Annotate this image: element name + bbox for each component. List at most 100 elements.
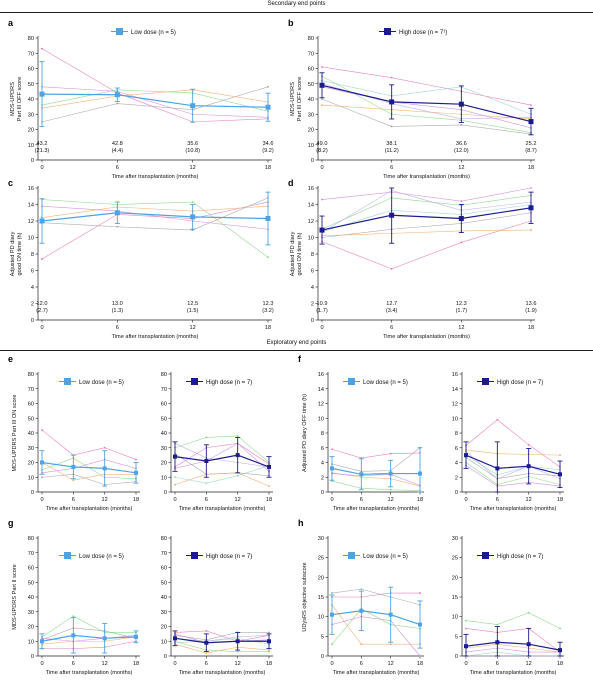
patient-line-d-1 bbox=[321, 195, 532, 230]
y-axis-title-a-0: MDS-UPDRS bbox=[10, 82, 16, 116]
mean-line-f1 bbox=[331, 467, 420, 475]
sd-value-label-b-3: (8.7) bbox=[525, 148, 537, 154]
patient-line-f2-5 bbox=[465, 454, 561, 476]
y-tick-label-e2-7: 70 bbox=[161, 387, 167, 393]
y-tick-label-e1-5: 50 bbox=[28, 416, 34, 422]
y-tick-label-g2-7: 70 bbox=[161, 551, 167, 557]
x-tick-label-a-3: 18 bbox=[265, 165, 271, 171]
mean-line-e1 bbox=[41, 461, 137, 474]
mean-marker-b-0 bbox=[319, 82, 325, 88]
x-axis-title-g2: Time after transplantation (months) bbox=[179, 670, 266, 676]
y-tick-label-f1-7: 14 bbox=[318, 387, 324, 393]
patient-line-f1-4 bbox=[331, 473, 421, 486]
patient-line-e1-2 bbox=[41, 473, 137, 485]
x-tick-label-c-1: 6 bbox=[116, 325, 119, 331]
x-tick-label-h2-2: 12 bbox=[526, 661, 532, 667]
mean-marker-a-1 bbox=[114, 92, 120, 98]
patient-point-g2-1-2 bbox=[236, 650, 239, 653]
y-axis-title-a-1: Part III OFF score bbox=[17, 77, 23, 121]
y-tick-label-d-5: 10 bbox=[308, 236, 314, 242]
patient-line-e1-3 bbox=[41, 462, 136, 481]
patient-point-f2-0-2 bbox=[527, 443, 530, 446]
patient-point-g1-1-1 bbox=[72, 615, 75, 618]
mean-marker-g2-3 bbox=[267, 639, 271, 644]
patient-point-e2-5-0 bbox=[174, 476, 176, 479]
patient-line-f2-2 bbox=[465, 457, 561, 480]
patient-line-e2-5 bbox=[174, 465, 270, 484]
patient-line-c-2 bbox=[41, 197, 269, 231]
patient-point-f1-1-2 bbox=[389, 488, 392, 491]
x-tick-label-g2-1: 6 bbox=[205, 661, 208, 667]
mean-marker-d-0 bbox=[319, 227, 325, 233]
patient-point-h1-0-3 bbox=[419, 592, 421, 594]
x-tick-label-c-2: 12 bbox=[190, 325, 196, 331]
chart-panel-a: a 0 10 20 30 40 50 60 70 80 0 6 12 18 Time after trans… bbox=[8, 18, 274, 180]
panel-letter-a: a bbox=[8, 18, 14, 28]
patient-point-a-2-3 bbox=[267, 85, 269, 88]
y-tick-label-c-7: 14 bbox=[28, 203, 34, 209]
patient-line-f2-1 bbox=[465, 462, 561, 485]
mean-value-label-d-0: 10.9 bbox=[317, 301, 328, 307]
mean-marker-d-3 bbox=[528, 205, 534, 211]
y-axis-title-c-1: good ON time (h) bbox=[17, 232, 23, 275]
y-tick-label-e1-1: 10 bbox=[28, 475, 34, 481]
mean-value-label-b-3: 25.2 bbox=[526, 141, 537, 147]
y-tick-label-a-8: 80 bbox=[28, 36, 34, 42]
mean-marker-b-2 bbox=[458, 101, 464, 107]
patient-line-b-5 bbox=[321, 80, 532, 115]
legend-label-e2: High dose (n = 7) bbox=[206, 380, 252, 386]
y-tick-label-g1-7: 70 bbox=[28, 551, 34, 557]
patient-line-e2-6 bbox=[174, 443, 270, 468]
legend-label-f2: High dose (n = 7) bbox=[497, 380, 543, 386]
y-tick-label-e2-0: 0 bbox=[164, 490, 167, 496]
sd-value-label-c-1: (1.3) bbox=[112, 308, 124, 314]
y-tick-label-d-3: 6 bbox=[311, 269, 314, 275]
mean-value-label-d-3: 13.6 bbox=[526, 301, 537, 307]
y-tick-label-c-2: 4 bbox=[31, 285, 34, 291]
patient-line-h1-1 bbox=[331, 608, 421, 645]
patient-point-b-2-1 bbox=[390, 125, 393, 128]
mean-marker-c-3 bbox=[265, 216, 271, 222]
mean-value-label-a-3: 34.6 bbox=[263, 141, 274, 147]
mean-marker-e1-2 bbox=[102, 466, 107, 471]
patient-line-f1-2 bbox=[331, 447, 421, 472]
patient-line-b-0 bbox=[321, 66, 532, 106]
y-tick-label-a-5: 50 bbox=[28, 82, 34, 88]
legend-label-h1: Low dose (n = 5) bbox=[363, 554, 408, 560]
y-tick-label-f2-4: 8 bbox=[455, 431, 458, 437]
patient-line-h1-4 bbox=[331, 616, 421, 657]
legend-label-a: Low dose (n = 5) bbox=[131, 30, 176, 36]
y-tick-label-b-4: 40 bbox=[308, 97, 314, 103]
mean-marker-d-1 bbox=[389, 212, 395, 218]
patient-line-g1-1 bbox=[41, 615, 136, 638]
x-tick-label-d-3: 18 bbox=[528, 325, 534, 331]
patient-line-d-4 bbox=[321, 187, 532, 202]
y-tick-label-h2-1: 5 bbox=[455, 634, 458, 640]
x-tick-label-e2-2: 12 bbox=[235, 497, 241, 503]
x-tick-label-d-1: 6 bbox=[390, 325, 393, 331]
patient-line-d-3 bbox=[321, 229, 532, 237]
y-tick-label-c-8: 16 bbox=[28, 186, 34, 192]
x-tick-label-a-1: 6 bbox=[116, 165, 119, 171]
x-tick-label-c-3: 18 bbox=[265, 325, 271, 331]
y-tick-label-d-1: 2 bbox=[311, 302, 314, 308]
x-tick-label-g2-2: 12 bbox=[235, 661, 241, 667]
y-tick-label-d-8: 16 bbox=[308, 186, 314, 192]
y-tick-label-f2-5: 10 bbox=[452, 416, 458, 422]
patient-point-d-4-2 bbox=[460, 200, 463, 203]
exploratory-section-title: Exploratory end points bbox=[266, 340, 327, 346]
y-tick-label-e2-1: 10 bbox=[161, 475, 167, 481]
y-tick-label-g2-8: 80 bbox=[161, 536, 167, 542]
patient-line-e2-3 bbox=[174, 472, 270, 487]
mean-marker-g2-0 bbox=[173, 636, 177, 641]
y-tick-label-b-1: 10 bbox=[308, 143, 314, 149]
y-tick-label-h1-5: 25 bbox=[318, 556, 324, 562]
x-tick-label-g1-1: 6 bbox=[72, 661, 75, 667]
patient-line-h2-4 bbox=[465, 647, 560, 653]
sd-value-label-d-2: (1.7) bbox=[456, 308, 468, 314]
x-axis-title-d: Time after transplantation (months) bbox=[383, 334, 470, 340]
patient-line-f1-0 bbox=[331, 448, 421, 459]
